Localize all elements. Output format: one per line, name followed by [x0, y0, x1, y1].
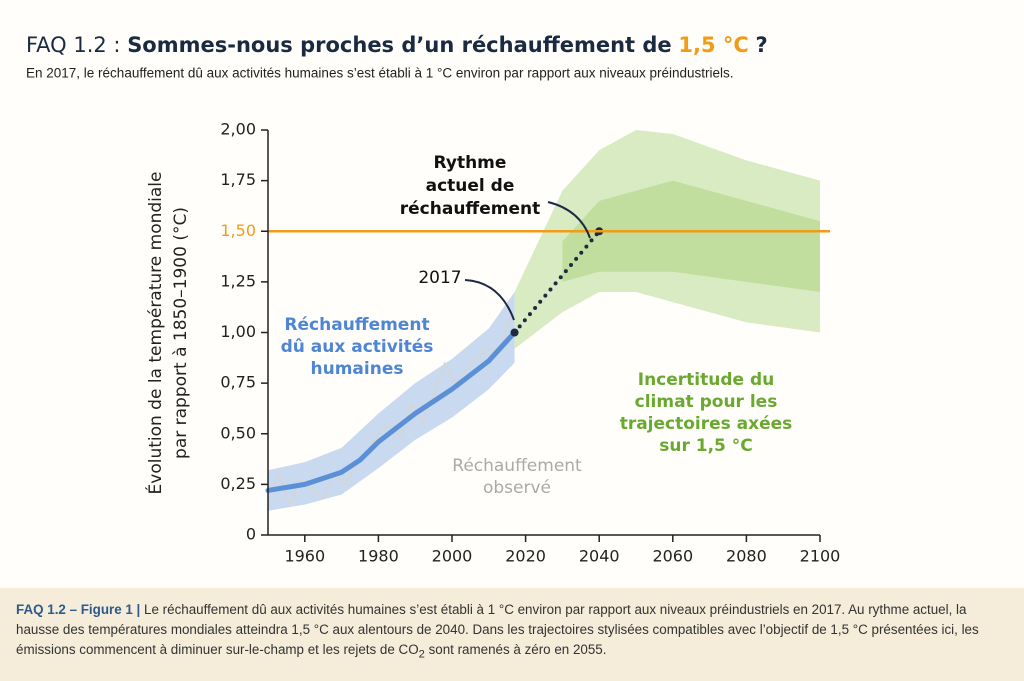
annotation: trajectoires axées — [620, 414, 793, 434]
annotation: Réchauffement — [284, 315, 429, 335]
y-tick-label: 0 — [246, 525, 256, 544]
y-tick-label: 1,25 — [220, 271, 256, 290]
y-tick-label: 0,75 — [220, 373, 256, 392]
annotation: dû aux activités — [281, 337, 434, 357]
annotation: réchauffement — [400, 199, 540, 219]
rate-line — [512, 229, 602, 335]
x-tick-label: 2020 — [505, 547, 546, 566]
y-tick-label: 2,00 — [220, 120, 256, 139]
subtitle: En 2017, le réchauffement dû aux activit… — [26, 66, 734, 81]
annotation: sur 1,5 °C — [659, 436, 753, 456]
uncertainty-band — [562, 180, 820, 292]
annotation: Rythme — [434, 153, 507, 173]
y-tick-label: 1,00 — [220, 322, 256, 341]
chart: FAQ 1.2 : Sommes-nous proches d’un récha… — [0, 0, 1024, 588]
warming-line — [265, 330, 518, 493]
caption-text: sont ramenés à zéro en 2055. — [424, 642, 607, 657]
title-highlight: 1,5 °C — [678, 33, 748, 57]
y-tick-label: 0,50 — [220, 423, 256, 442]
y-label-line: Évolution de la température mondiale — [144, 172, 166, 495]
uncertainty-band — [268, 292, 515, 511]
annotation: 2017 — [418, 268, 461, 288]
y-tick-label: 1,75 — [220, 170, 256, 189]
annotation: Incertitude du — [638, 370, 775, 390]
caption-subscript: 2 — [418, 648, 425, 661]
y-tick-label: 1,50 — [220, 221, 256, 240]
x-tick-label: 1960 — [284, 547, 325, 566]
x-tick-label: 2080 — [726, 547, 767, 566]
x-tick-label: 2040 — [579, 547, 620, 566]
title-main: Sommes-nous proches d’un réchauffement d… — [127, 33, 671, 57]
connector — [464, 279, 515, 321]
title-label: FAQ 1.2 : — [26, 33, 121, 57]
x-tick-label: 2060 — [652, 547, 693, 566]
annotation: humaines — [311, 359, 404, 379]
title-end: ? — [755, 33, 767, 57]
chart-title: FAQ 1.2 : Sommes-nous proches d’un récha… — [26, 33, 768, 57]
annotation: actuel de — [426, 176, 515, 196]
observed-line — [267, 312, 512, 507]
point — [510, 328, 519, 337]
x-tick-label: 2100 — [800, 547, 841, 566]
caption-label: FAQ 1.2 – Figure 1 | — [16, 602, 141, 617]
x-tick-label: 2000 — [432, 547, 473, 566]
y-label-line: par rapport à 1850–1900 (°C) — [171, 207, 191, 459]
caption: FAQ 1.2 – Figure 1 | Le réchauffement dû… — [0, 588, 1024, 681]
plot: 0 0,25 0,50 0,75 1,00 1,25 1,50 1,75 2,00 1960 198… — [220, 120, 840, 566]
caption-text: Le réchauffement dû aux activités humain… — [16, 602, 979, 657]
panel — [0, 0, 1024, 588]
annotation: Réchauffement — [452, 456, 582, 476]
connector — [547, 201, 591, 239]
y-tick-label: 0,25 — [220, 474, 256, 493]
annotation: climat pour les — [635, 392, 778, 412]
annotation: observé — [483, 478, 551, 498]
y-label: Évolution de la température mondiale par… — [144, 172, 191, 495]
x-tick-label: 1980 — [358, 547, 399, 566]
